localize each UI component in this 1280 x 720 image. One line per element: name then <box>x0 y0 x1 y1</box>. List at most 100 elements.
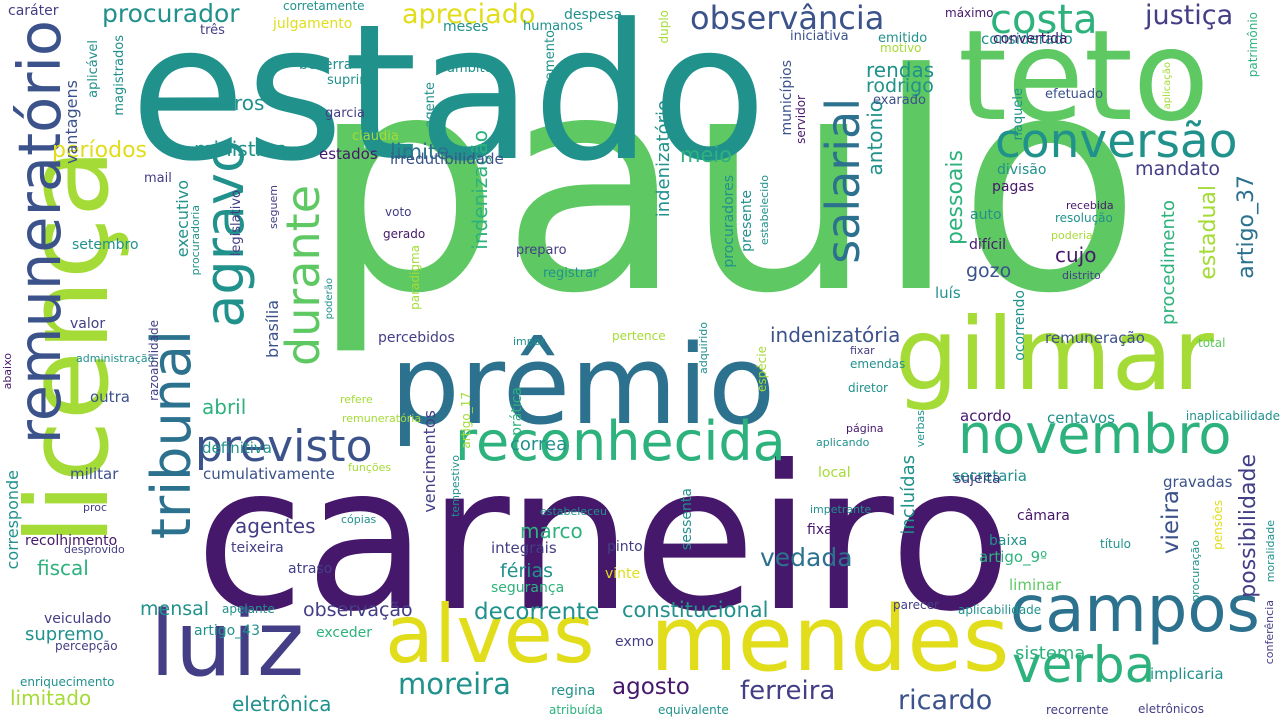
word-poderia: poderia <box>1051 229 1093 242</box>
word-reconhecida: reconhecida <box>455 410 786 473</box>
word-pinto: pinto <box>607 539 643 555</box>
word-enriquecimento: enriquecimento <box>20 675 115 689</box>
word-procuracao: procuração <box>1189 540 1202 602</box>
word-pessoais: pessoais <box>943 150 968 245</box>
word-campos: campos <box>1010 573 1260 647</box>
word-gerado: gerado <box>383 227 426 241</box>
word-meio: meio <box>680 143 733 167</box>
word-mendes: mendes <box>650 587 1010 692</box>
word-gravadas: gravadas <box>1163 473 1233 491</box>
word-sujeita: sujeita <box>954 471 1001 487</box>
word-ferias: férias <box>500 560 554 582</box>
word-vinte: vinte <box>605 566 641 582</box>
word-decorrente: decorrente <box>474 599 600 625</box>
word-tempestivo: tempestivo <box>449 455 462 517</box>
word-local: local <box>818 465 851 481</box>
word-setembro: setembro <box>72 237 139 253</box>
word-administracao: administração <box>76 352 155 365</box>
word-pagamento: pagamento <box>543 30 558 105</box>
word-emendas: emendas <box>850 357 906 371</box>
word-funcoes: funções <box>348 461 392 474</box>
word-estadual: estadual <box>1196 185 1221 280</box>
word-baixa: baixa <box>989 533 1028 549</box>
word-salarial: salarial <box>816 98 870 264</box>
word-supremo: supremo <box>25 624 104 645</box>
word-acordo: acordo <box>960 407 1012 425</box>
word-legislativo: legislativo <box>229 190 244 257</box>
word-seguranca: segurança <box>491 580 565 596</box>
word-ambito: âmbito <box>447 61 493 76</box>
word-centavos: centavos <box>1047 409 1115 427</box>
word-brasilia: brasília <box>263 300 282 359</box>
word-agente: agente <box>423 82 438 128</box>
word-procedimento: procedimento <box>1158 200 1179 325</box>
word-percebidos: percebidos <box>378 330 455 346</box>
word-possibilidade: possibilidade <box>1236 454 1261 598</box>
word-sistema: sistema <box>1015 643 1086 664</box>
word-aplicando: aplicando <box>816 436 870 449</box>
word-agentes: agentes <box>235 514 316 538</box>
word-previsto: previsto <box>195 421 373 472</box>
word-ricardo: ricardo <box>898 685 993 716</box>
word-durante: durante <box>276 185 330 366</box>
word-auto: auto <box>970 207 1002 223</box>
word-apelante: apelante <box>222 602 275 616</box>
word-sessenta: sessenta <box>679 488 695 551</box>
word-servidor: servidor <box>794 95 808 144</box>
word-impetrante: impetrante <box>810 503 872 516</box>
word-cujo: cujo <box>1055 243 1097 267</box>
word-estado: estado <box>130 0 767 203</box>
word-moralidade: moralidade <box>1264 520 1277 583</box>
word-fiscal: fiscal <box>37 556 89 580</box>
word-desprovido: desprovido <box>64 543 125 556</box>
word-abril: abril <box>202 395 247 419</box>
word-verba: verba <box>1012 636 1156 694</box>
word-seguem: seguem <box>267 185 280 229</box>
word-membros: membros <box>170 91 265 115</box>
word-proc: proc <box>83 501 108 514</box>
word-costa: costa <box>990 0 1098 43</box>
word-razoabilidade: razoabilidade <box>147 320 161 401</box>
word-correa: correa <box>510 434 568 455</box>
word-valor: valor <box>70 316 106 332</box>
word-mandato: mandato <box>1135 158 1220 180</box>
word-percepcao: percepção <box>55 639 118 653</box>
word-teixeira: teixeira <box>231 540 284 556</box>
word-julgamento: julgamento <box>273 16 353 32</box>
word-gozo: gozo <box>966 260 1012 282</box>
word-rendas: rendas <box>866 58 935 82</box>
word-impor: impor <box>513 335 546 348</box>
word-ocorrendo: ocorrendo <box>1012 290 1028 361</box>
word-registrar: registrar <box>543 266 599 281</box>
word-adquirido: adquirido <box>697 322 710 375</box>
word-refere: refere <box>340 393 373 406</box>
word-remuneratorio: remuneratório <box>5 20 74 445</box>
word-luiz: luiz <box>150 592 305 697</box>
word-procuradoria: procuradoria <box>189 205 202 276</box>
word-presente: presente <box>739 190 755 252</box>
word-claudia: claudia <box>352 129 399 144</box>
word-ferreira: ferreira <box>740 676 836 706</box>
word-agosto: agosto <box>612 674 690 700</box>
word-indenizatoria: indenizatória <box>770 323 901 347</box>
word-apreciado: apreciado <box>402 0 536 30</box>
word-definitiva: definitiva <box>202 439 272 457</box>
word-mensal: mensal <box>140 598 210 620</box>
word-recolhimento: recolhimento <box>25 533 118 549</box>
word-vedada: vedada <box>760 543 853 572</box>
word-justica: justiça <box>1145 0 1234 31</box>
word-paulo: paulo <box>310 10 1142 359</box>
word-conversao: conversão <box>995 114 1238 169</box>
word-considerado: considerado <box>981 30 1073 48</box>
word-garcia: garcia <box>325 106 366 121</box>
word-cumulativamente: cumulativamente <box>203 465 335 483</box>
word-aplicavel: aplicável <box>86 40 101 98</box>
word-emitido: emitido <box>878 31 928 46</box>
word-fixar: fixar <box>850 344 875 357</box>
word-parecer: parecer <box>893 598 939 612</box>
word-carater: caráter <box>8 3 59 19</box>
word-verbas: verbas <box>914 410 927 448</box>
word-iniciativa: iniciativa <box>790 29 849 44</box>
word-vencimentos: vencimentos <box>420 410 439 513</box>
